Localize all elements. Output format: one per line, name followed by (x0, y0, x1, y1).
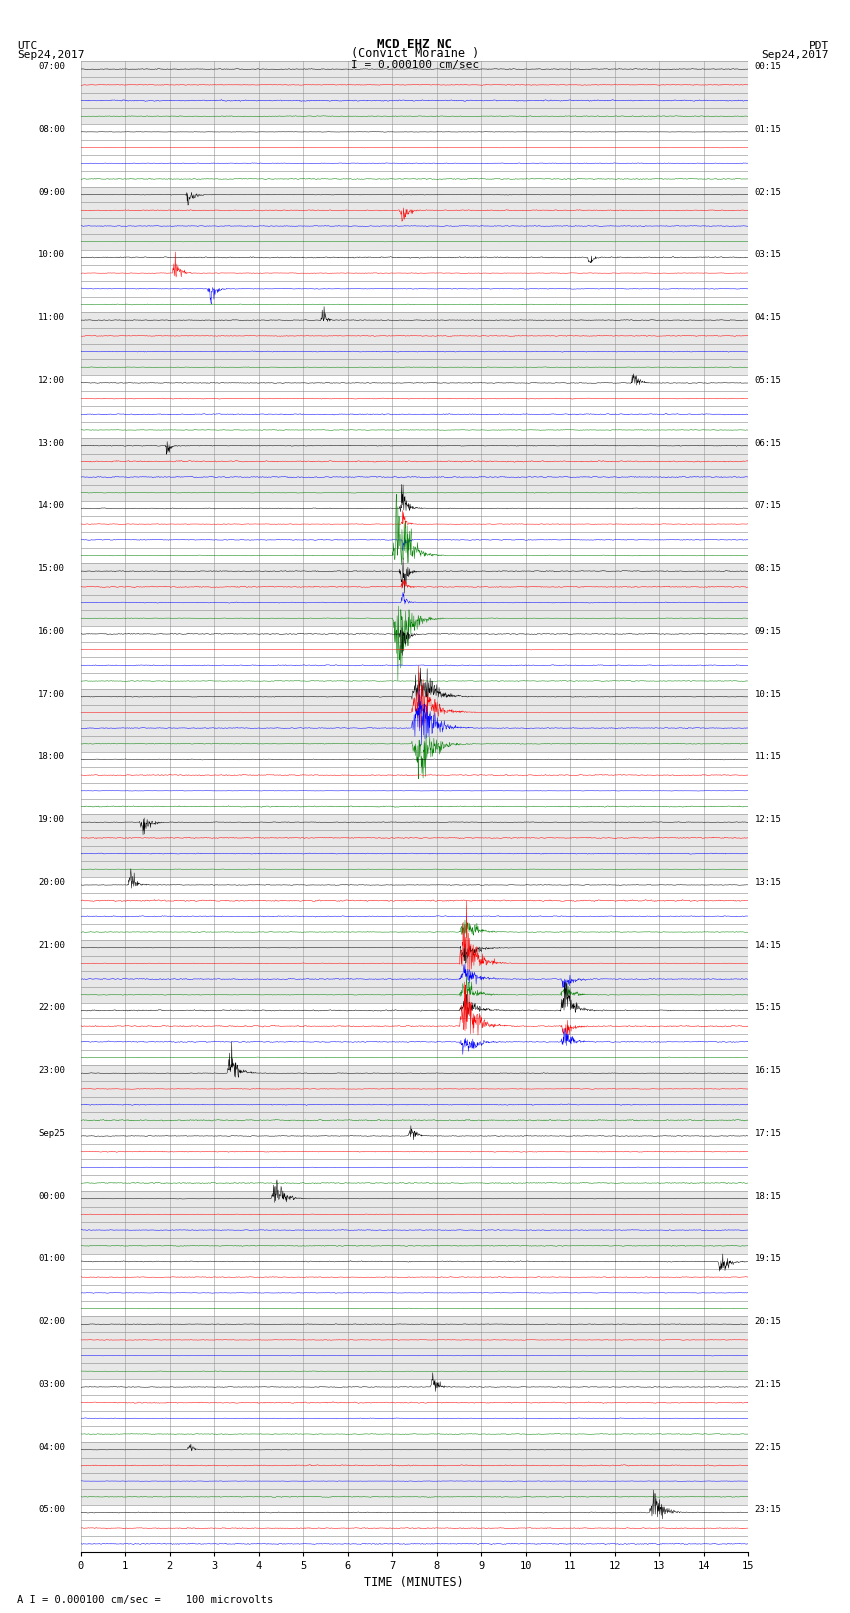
Text: 16:00: 16:00 (38, 627, 65, 636)
Text: 05:15: 05:15 (755, 376, 781, 386)
Text: 04:00: 04:00 (38, 1442, 65, 1452)
Text: 10:00: 10:00 (38, 250, 65, 260)
Text: 05:00: 05:00 (38, 1505, 65, 1515)
Text: 02:00: 02:00 (38, 1318, 65, 1326)
Text: 19:00: 19:00 (38, 815, 65, 824)
Text: (Convict Moraine ): (Convict Moraine ) (351, 47, 479, 60)
Text: 15:00: 15:00 (38, 565, 65, 573)
Text: Sep25: Sep25 (38, 1129, 65, 1137)
Text: Sep24,2017: Sep24,2017 (17, 50, 84, 60)
Text: 04:15: 04:15 (755, 313, 781, 323)
Text: 23:15: 23:15 (755, 1505, 781, 1515)
Text: 09:00: 09:00 (38, 187, 65, 197)
Text: 01:15: 01:15 (755, 124, 781, 134)
Text: A I = 0.000100 cm/sec =    100 microvolts: A I = 0.000100 cm/sec = 100 microvolts (17, 1595, 273, 1605)
Text: I = 0.000100 cm/sec: I = 0.000100 cm/sec (351, 60, 479, 71)
Text: 08:15: 08:15 (755, 565, 781, 573)
Text: 21:00: 21:00 (38, 940, 65, 950)
Text: 00:00: 00:00 (38, 1192, 65, 1200)
Text: 11:00: 11:00 (38, 313, 65, 323)
Text: 20:00: 20:00 (38, 877, 65, 887)
Text: 19:15: 19:15 (755, 1255, 781, 1263)
Text: 12:15: 12:15 (755, 815, 781, 824)
Text: 22:15: 22:15 (755, 1442, 781, 1452)
Text: 07:15: 07:15 (755, 502, 781, 510)
Text: 18:15: 18:15 (755, 1192, 781, 1200)
Text: 17:00: 17:00 (38, 690, 65, 698)
Text: 21:15: 21:15 (755, 1379, 781, 1389)
Text: 11:15: 11:15 (755, 752, 781, 761)
Text: 02:15: 02:15 (755, 187, 781, 197)
Text: 16:15: 16:15 (755, 1066, 781, 1076)
Text: 14:00: 14:00 (38, 502, 65, 510)
Text: PDT: PDT (808, 40, 829, 50)
Text: 03:15: 03:15 (755, 250, 781, 260)
Text: 12:00: 12:00 (38, 376, 65, 386)
Text: 00:15: 00:15 (755, 61, 781, 71)
Text: 13:00: 13:00 (38, 439, 65, 447)
Text: 01:00: 01:00 (38, 1255, 65, 1263)
Text: 08:00: 08:00 (38, 124, 65, 134)
Text: 18:00: 18:00 (38, 752, 65, 761)
X-axis label: TIME (MINUTES): TIME (MINUTES) (365, 1576, 464, 1589)
Text: 03:00: 03:00 (38, 1379, 65, 1389)
Text: 09:15: 09:15 (755, 627, 781, 636)
Text: UTC: UTC (17, 40, 37, 50)
Text: 06:15: 06:15 (755, 439, 781, 447)
Text: 10:15: 10:15 (755, 690, 781, 698)
Text: 22:00: 22:00 (38, 1003, 65, 1013)
Text: 20:15: 20:15 (755, 1318, 781, 1326)
Text: 13:15: 13:15 (755, 877, 781, 887)
Text: 07:00: 07:00 (38, 61, 65, 71)
Text: 14:15: 14:15 (755, 940, 781, 950)
Text: 15:15: 15:15 (755, 1003, 781, 1013)
Text: 17:15: 17:15 (755, 1129, 781, 1137)
Text: MCD EHZ NC: MCD EHZ NC (377, 37, 452, 50)
Text: Sep24,2017: Sep24,2017 (762, 50, 829, 60)
Text: 23:00: 23:00 (38, 1066, 65, 1076)
